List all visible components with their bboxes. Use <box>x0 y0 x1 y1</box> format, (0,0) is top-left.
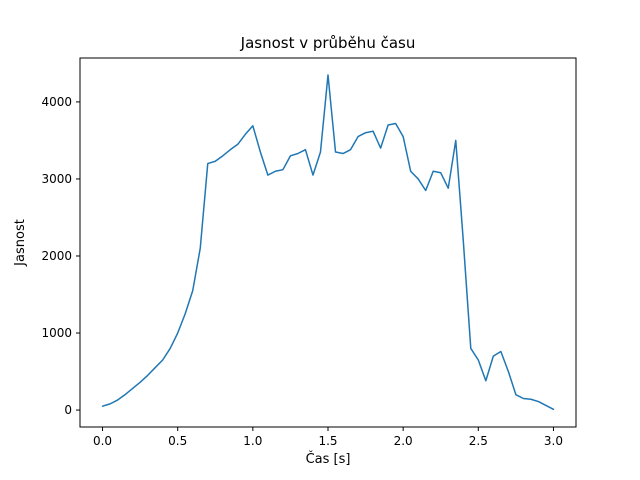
chart-title: Jasnost v průběhu času <box>240 34 416 52</box>
data-line <box>101 74 555 411</box>
x-tick-label: 1.0 <box>243 434 262 448</box>
y-tick-label: 2000 <box>41 249 72 263</box>
y-tick-label: 3000 <box>41 172 72 186</box>
y-axis-label: Jasnost <box>13 219 28 267</box>
x-tick-label: 0.0 <box>93 434 112 448</box>
x-tick-label: 2.5 <box>469 434 488 448</box>
x-axis-label: Čas [s] <box>306 451 351 467</box>
y-tick-label: 0 <box>64 403 72 417</box>
x-tick-label: 0.5 <box>168 434 187 448</box>
y-tick-label: 1000 <box>41 326 72 340</box>
x-tick-label: 3.0 <box>544 434 563 448</box>
x-tick-label: 1.5 <box>318 434 337 448</box>
y-tick-label: 4000 <box>41 95 72 109</box>
x-tick-label: 2.0 <box>394 434 413 448</box>
